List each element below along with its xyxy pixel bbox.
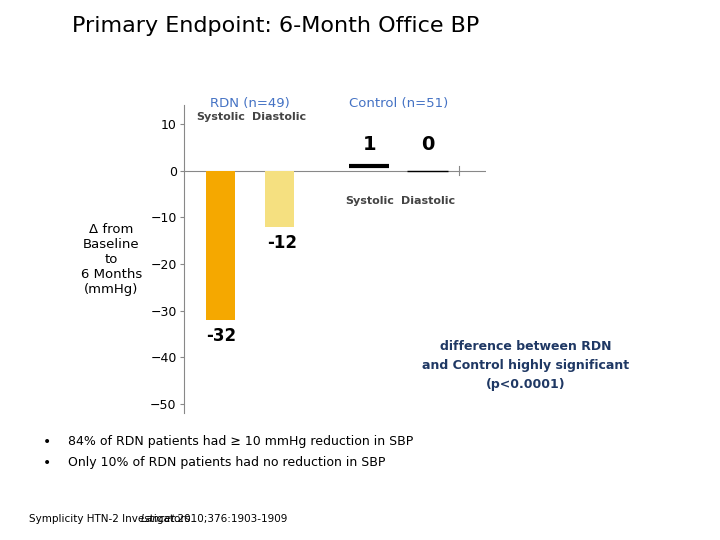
Bar: [206, 171, 235, 320]
Text: 1: 1: [362, 135, 376, 154]
Text: Symplicity HTN-2 Investigators.: Symplicity HTN-2 Investigators.: [29, 514, 197, 524]
Text: Control (n=51): Control (n=51): [348, 97, 448, 110]
Text: Diastolic: Diastolic: [400, 196, 455, 206]
Text: Systolic: Systolic: [197, 112, 246, 122]
Text: 2010;376:1903-1909: 2010;376:1903-1909: [171, 514, 287, 524]
Text: Diastolic: Diastolic: [252, 112, 306, 122]
Y-axis label: Δ from
Baseline
to
6 Months
(mmHg): Δ from Baseline to 6 Months (mmHg): [81, 222, 142, 296]
Bar: [264, 171, 294, 227]
Text: -12: -12: [266, 234, 297, 252]
Text: -32: -32: [206, 327, 235, 345]
Text: 0: 0: [421, 135, 434, 154]
Text: Only 10% of RDN patients had no reduction in SBP: Only 10% of RDN patients had no reductio…: [68, 456, 386, 469]
Text: •: •: [43, 435, 51, 449]
Text: Primary Endpoint: 6-Month Office BP: Primary Endpoint: 6-Month Office BP: [72, 16, 480, 36]
Text: •: •: [43, 456, 51, 470]
Text: Systolic: Systolic: [345, 196, 394, 206]
Text: Lancet.: Lancet.: [140, 514, 179, 524]
Text: 84% of RDN patients had ≥ 10 mmHg reduction in SBP: 84% of RDN patients had ≥ 10 mmHg reduct…: [68, 435, 414, 448]
Text: difference between RDN
and Control highly significant
(p<0.0001): difference between RDN and Control highl…: [422, 340, 629, 391]
Text: RDN (n=49): RDN (n=49): [210, 97, 289, 110]
